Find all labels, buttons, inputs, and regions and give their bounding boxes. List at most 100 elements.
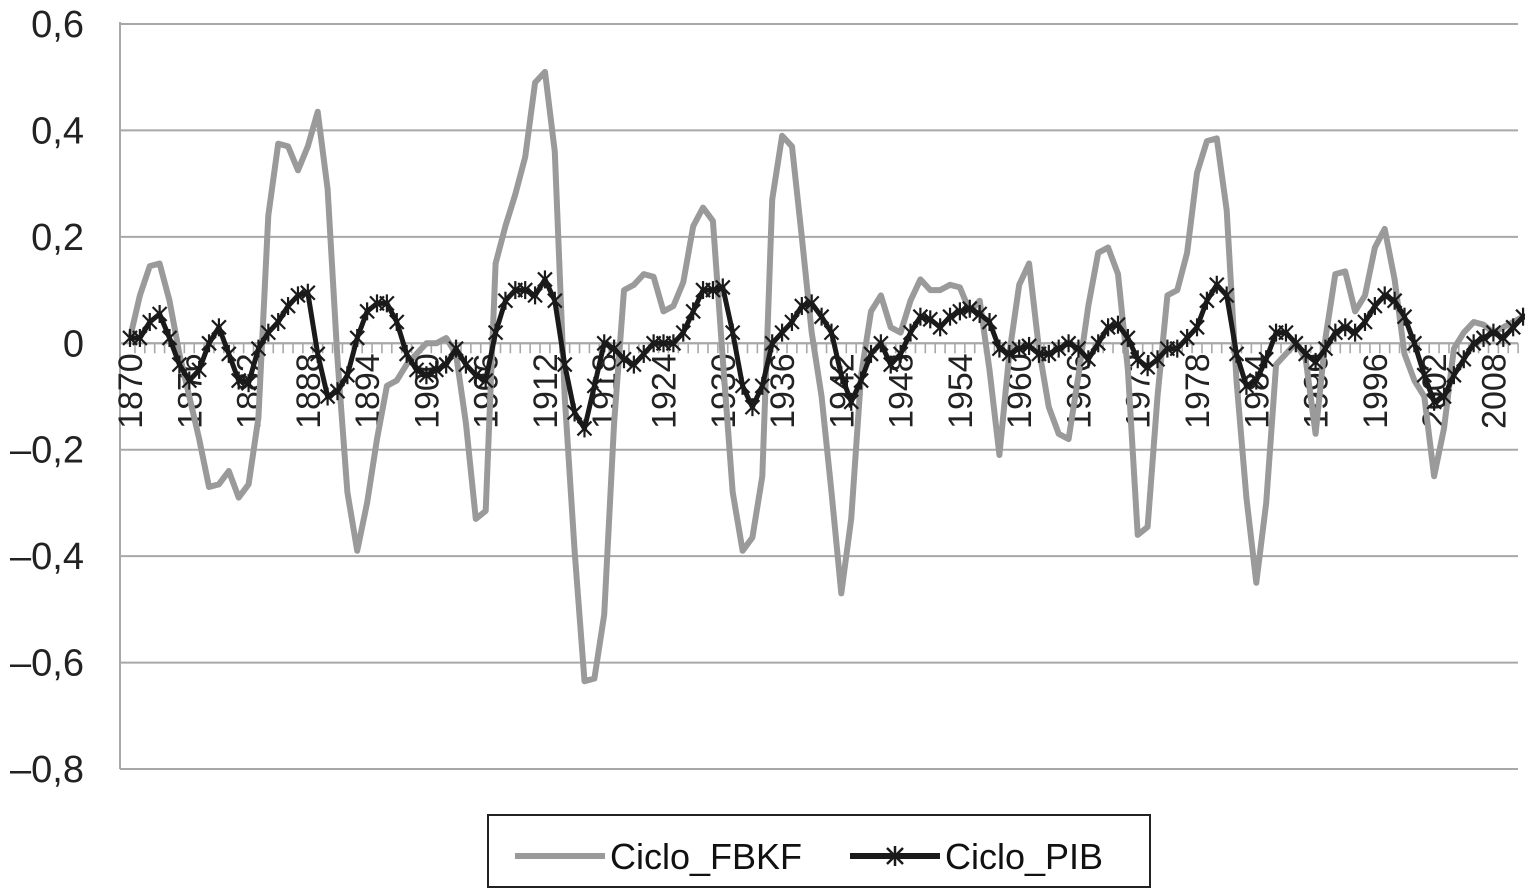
x-tick-label: 1870 xyxy=(112,353,150,429)
series-point-pib xyxy=(873,334,889,353)
series-point-pib xyxy=(616,350,632,369)
series-point-pib xyxy=(448,339,464,358)
series-point-pib xyxy=(171,355,188,374)
series-point-pib xyxy=(329,382,346,401)
series-point-pib xyxy=(754,376,771,395)
series-point-pib xyxy=(566,403,583,422)
series-point-pib xyxy=(201,334,217,353)
y-tick-label: –0,2 xyxy=(10,430,84,472)
series-point-pib xyxy=(1396,307,1413,326)
series-point-pib xyxy=(319,387,336,406)
series-point-pib xyxy=(556,355,573,374)
series-point-pib xyxy=(240,374,257,393)
legend-marker-pib xyxy=(886,846,904,866)
series-point-pib xyxy=(300,283,316,302)
series-point-pib xyxy=(1060,334,1077,353)
series-point-pib xyxy=(784,313,800,331)
series-point-pib xyxy=(250,339,267,358)
series-point-pib xyxy=(141,313,158,331)
y-axis: –0,8 –0,6 –0,4 –0,2 0 0,2 0,4 0,6 xyxy=(10,4,121,791)
series-point-pib xyxy=(339,366,356,385)
series-point-pib xyxy=(922,310,939,329)
series-point-pib xyxy=(813,307,830,326)
series-point-pib xyxy=(309,344,326,363)
series-point-pib xyxy=(942,307,958,326)
series-point-pib xyxy=(151,305,168,324)
legend: Ciclo_FBKF Ciclo_PIB xyxy=(487,814,1151,888)
series-point-pib xyxy=(537,270,553,289)
series-point-pib xyxy=(1021,336,1037,355)
series-point-pib xyxy=(744,398,761,417)
series-point-pib xyxy=(161,328,178,347)
series-point-pib xyxy=(1129,350,1146,369)
series-point-pib xyxy=(517,281,533,300)
series-point-pib xyxy=(576,419,593,438)
series-point-pib xyxy=(596,334,613,353)
series-point-pib xyxy=(1317,339,1334,358)
series-point-pib xyxy=(438,355,454,374)
series-point-pib xyxy=(833,366,850,385)
series-point-pib xyxy=(1258,350,1274,369)
series-point-pib xyxy=(191,360,207,379)
series-point-pib xyxy=(1416,366,1433,385)
legend-label-pib: Ciclo_PIB xyxy=(945,836,1103,877)
series-point-pib xyxy=(418,366,435,385)
x-tick-label: 1996 xyxy=(1357,353,1395,429)
series-point-pib xyxy=(1376,286,1393,305)
series-point-pib xyxy=(211,318,227,337)
series-point-pib xyxy=(1248,371,1265,390)
series-point-pib xyxy=(1218,286,1235,305)
x-tick-label: 1936 xyxy=(764,353,802,429)
series-point-pib xyxy=(270,313,286,331)
y-tick-label: –0,6 xyxy=(10,643,84,685)
series-point-pib xyxy=(1426,392,1442,411)
series-point-pib xyxy=(853,371,869,390)
legend-box xyxy=(487,814,1151,888)
y-tick-label: 0,6 xyxy=(31,4,84,46)
series-point-pib xyxy=(1050,339,1067,358)
series-point-pib xyxy=(912,307,929,326)
x-tick-label: 1924 xyxy=(646,353,684,429)
y-tick-label: –0,8 xyxy=(10,749,84,791)
series-point-pib xyxy=(388,313,405,331)
series-point-pib xyxy=(1307,352,1324,371)
series-point-pib xyxy=(1100,318,1116,337)
series-point-pib xyxy=(1139,358,1156,377)
series-point-pib xyxy=(724,323,741,342)
x-tick-label: 1912 xyxy=(527,353,565,429)
x-tick-label: 1978 xyxy=(1179,353,1217,429)
series-point-pib xyxy=(487,323,504,342)
series-point-pib xyxy=(1120,328,1136,347)
series-point-pib xyxy=(527,286,543,305)
series-point-pib xyxy=(794,297,810,316)
series-point-pib xyxy=(1386,291,1403,310)
series-point-pib xyxy=(132,328,148,347)
series-point-pib xyxy=(705,281,721,300)
series-point-pib xyxy=(1080,350,1097,369)
y-tick-label: 0,4 xyxy=(31,110,84,152)
series-point-pib xyxy=(1189,318,1205,337)
series-point-pib xyxy=(962,299,978,318)
series-point-pib xyxy=(398,344,415,363)
series-point-pib xyxy=(547,291,563,310)
series-point-pib xyxy=(902,323,919,342)
y-tick-label: 0 xyxy=(63,323,84,365)
series-point-pib xyxy=(685,302,701,321)
series-point-pib xyxy=(1041,344,1057,363)
series-point-pib xyxy=(991,339,1008,358)
series-point-pib xyxy=(349,328,366,347)
series-point-pib xyxy=(1436,387,1452,406)
series-point-pib xyxy=(359,302,375,321)
series-point-pib xyxy=(1446,366,1462,385)
series-point-pib xyxy=(1001,344,1018,363)
series-point-pib xyxy=(1327,323,1344,342)
series-point-pib xyxy=(221,344,237,363)
series-point-pib xyxy=(1456,350,1472,369)
series-point-pib xyxy=(1406,334,1423,353)
series-point-pib xyxy=(428,360,445,379)
series-point-pib xyxy=(715,278,731,297)
series-point-pib xyxy=(1485,323,1502,342)
y-tick-label: –0,4 xyxy=(10,536,84,578)
series-point-pib xyxy=(734,376,751,395)
